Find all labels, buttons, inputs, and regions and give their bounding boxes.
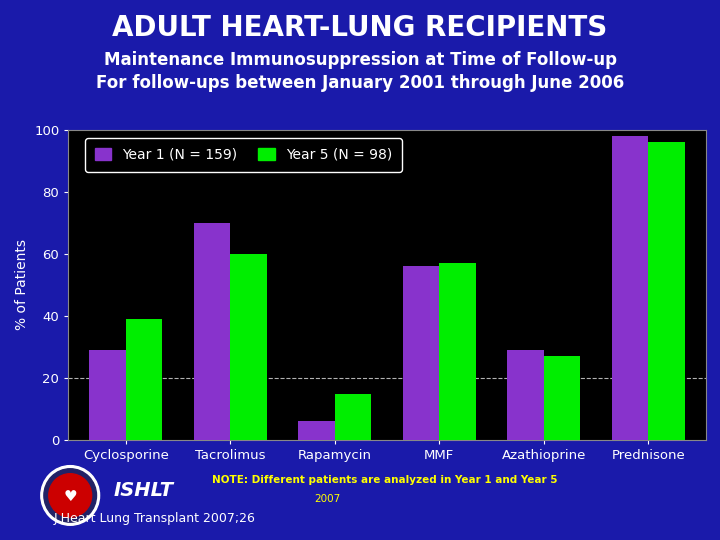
Text: Maintenance Immunosuppression at Time of Follow-up: Maintenance Immunosuppression at Time of… xyxy=(104,51,616,69)
Bar xyxy=(89,350,126,440)
Bar xyxy=(611,136,648,440)
Circle shape xyxy=(41,465,99,525)
Bar xyxy=(648,142,685,440)
Bar xyxy=(402,266,439,440)
Bar xyxy=(335,394,372,440)
Bar xyxy=(230,254,267,440)
Text: 2007: 2007 xyxy=(315,495,341,504)
Text: ♥: ♥ xyxy=(63,489,77,504)
Text: ISHLT: ISHLT xyxy=(114,481,174,500)
Circle shape xyxy=(49,474,91,517)
Y-axis label: % of Patients: % of Patients xyxy=(14,239,29,330)
Bar xyxy=(507,350,544,440)
Legend: Year 1 (N = 159), Year 5 (N = 98): Year 1 (N = 159), Year 5 (N = 98) xyxy=(85,138,402,172)
Text: NOTE: Different patients are analyzed in Year 1 and Year 5: NOTE: Different patients are analyzed in… xyxy=(212,475,558,484)
Text: J Heart Lung Transplant 2007;26: J Heart Lung Transplant 2007;26 xyxy=(54,512,256,525)
Bar xyxy=(298,421,335,440)
Bar xyxy=(194,222,230,440)
Bar xyxy=(439,263,476,440)
Text: ADULT HEART-LUNG RECIPIENTS: ADULT HEART-LUNG RECIPIENTS xyxy=(112,14,608,42)
Circle shape xyxy=(44,469,96,522)
Bar xyxy=(126,319,163,440)
Bar xyxy=(544,356,580,440)
Text: For follow-ups between January 2001 through June 2006: For follow-ups between January 2001 thro… xyxy=(96,74,624,92)
